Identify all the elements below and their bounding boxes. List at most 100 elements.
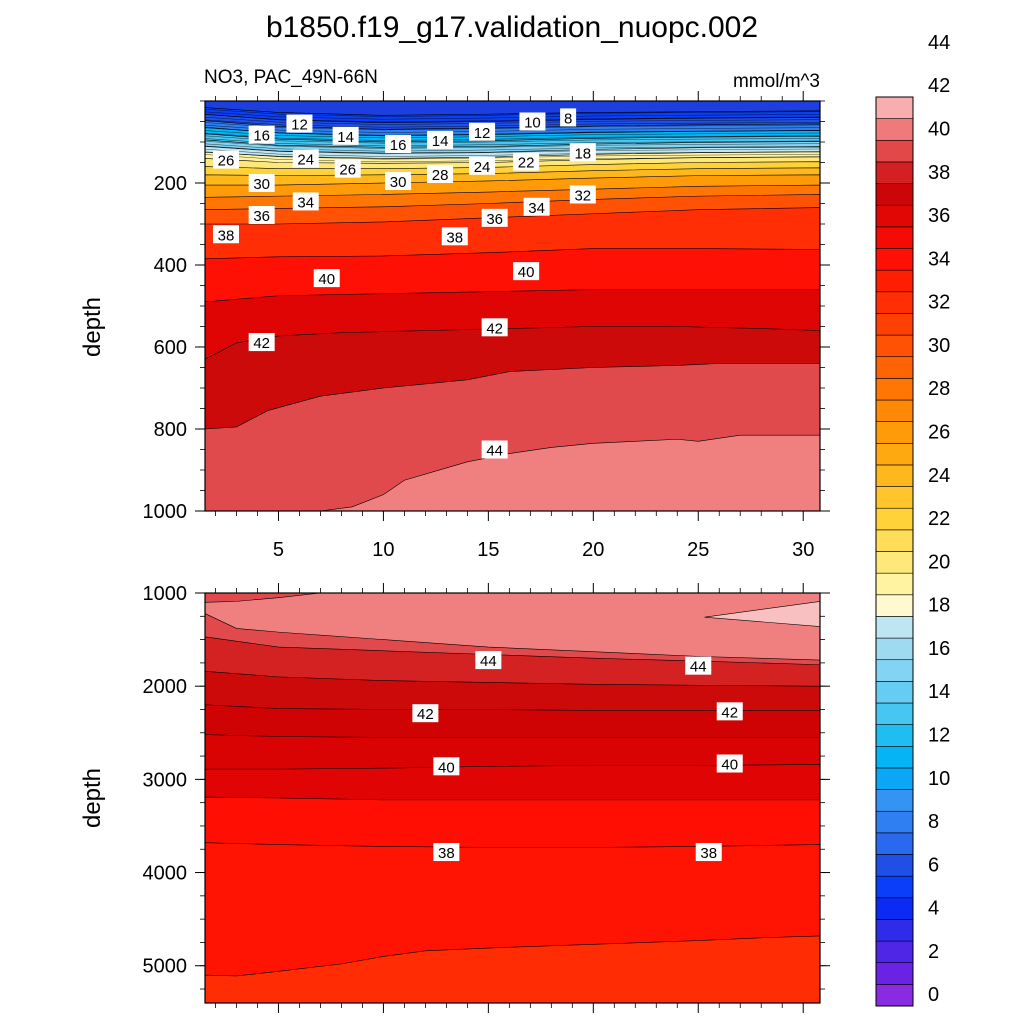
colorbar-label: 14 — [928, 681, 950, 703]
contour-label-box — [292, 149, 319, 168]
contour-label: 40 — [721, 757, 738, 774]
colorbar-swatch — [875, 139, 914, 163]
colorbar-label: 42 — [928, 75, 950, 97]
contour-label-box — [469, 122, 496, 141]
colorbar-label: 12 — [928, 724, 950, 746]
colorbar-frame — [875, 96, 914, 1007]
upper-panel: 12 14 16 14 12 10 8 16 26 24 26 30 28 24 22 18 30 34 32 34 3… — [79, 91, 830, 561]
contour-label: 32 — [574, 187, 591, 204]
contour-label-box — [433, 843, 460, 862]
contour-label: 38 — [218, 227, 235, 244]
colorbar-label: 32 — [928, 292, 950, 314]
colorbar-label: 36 — [928, 205, 950, 227]
contour-label: 14 — [337, 129, 354, 146]
contour-label-box — [212, 150, 239, 169]
contour-label-box — [716, 754, 743, 773]
y-axis-label: depth — [79, 297, 106, 357]
colorbar-label: 28 — [928, 378, 950, 400]
contour-label-box — [481, 318, 508, 337]
colorbar-swatch — [875, 269, 914, 293]
contour-label-box — [523, 197, 550, 216]
colorbar-swatch — [875, 442, 914, 466]
colorbar-swatch — [875, 248, 914, 271]
colorbar: 0246810121416182022242628303234363840424… — [875, 32, 950, 1007]
colorbar-label: 18 — [928, 595, 950, 617]
contour-band-top-wedge — [205, 593, 321, 603]
contour-band-max — [704, 601, 820, 627]
plot-frame — [204, 592, 821, 1004]
y-tick-label: 1000 — [143, 583, 188, 605]
contour-label: 16 — [253, 128, 270, 145]
colorbar-swatch — [875, 183, 914, 206]
colorbar-swatch — [875, 96, 914, 119]
y-tick-label: 400 — [154, 255, 187, 277]
colorbar-swatch — [875, 745, 914, 769]
contour-label-box — [560, 108, 577, 127]
colorbar-swatch — [875, 464, 914, 487]
y-tick-label: 600 — [154, 337, 187, 359]
colorbar-swatch — [875, 832, 914, 855]
contour-line — [205, 111, 820, 120]
contour-label: 42 — [417, 706, 434, 723]
x-tick-label: 20 — [582, 539, 604, 561]
colorbar-swatch — [875, 551, 914, 574]
colorbar-swatch — [875, 767, 914, 790]
contour-label-box — [433, 757, 460, 776]
y-tick-label: 3000 — [143, 769, 188, 791]
contour-label: 44 — [486, 443, 503, 460]
contour-label-box — [513, 152, 540, 171]
colorbar-swatch — [875, 291, 914, 314]
colorbar-swatch — [875, 161, 914, 184]
contour-label-box — [248, 174, 275, 192]
contour-label: 42 — [486, 320, 503, 337]
x-tick-label: 30 — [792, 539, 814, 561]
contour-label-box — [475, 651, 502, 670]
colorbar-label: 24 — [928, 465, 950, 487]
x-tick-label: 15 — [477, 539, 499, 561]
colorbar-label: 4 — [928, 898, 939, 920]
contour-label-box — [427, 164, 454, 183]
colorbar-swatch — [875, 507, 914, 531]
contour-label-box — [469, 156, 496, 175]
colorbar-swatch — [875, 204, 914, 228]
colorbar-swatch — [875, 984, 914, 1007]
colorbar-label: 22 — [928, 508, 950, 530]
contour-label-box — [292, 192, 319, 211]
colorbar-swatch — [875, 897, 914, 920]
colorbar-swatch — [875, 313, 914, 336]
contour-label: 30 — [390, 174, 407, 191]
colorbar-label: 16 — [928, 638, 950, 660]
contour-label: 40 — [318, 271, 335, 288]
contour-line — [205, 114, 820, 123]
contour-label-box — [286, 114, 313, 133]
y-tick-label: 1000 — [143, 501, 188, 523]
contour-label-box — [513, 262, 540, 281]
colorbar-swatch — [875, 789, 914, 812]
colorbar-label: 10 — [928, 768, 950, 790]
contour-label-box — [332, 126, 359, 145]
contour-line — [205, 138, 820, 147]
contour-label-box — [695, 843, 722, 862]
colorbar-swatch — [875, 919, 914, 942]
contour-label-box — [412, 704, 439, 723]
contour-label-box — [334, 159, 361, 178]
contour-line — [205, 141, 820, 149]
colorbar-swatch — [875, 378, 914, 401]
contour-label: 38 — [446, 229, 463, 246]
contour-label: 16 — [390, 137, 407, 154]
contour-label: 40 — [438, 759, 455, 776]
contour-label-box — [385, 171, 412, 190]
contour-label-box — [685, 656, 712, 675]
colorbar-label: 44 — [928, 32, 950, 54]
colorbar-label: 2 — [928, 941, 939, 963]
contour-label-box — [313, 269, 340, 288]
contour-label-box — [427, 130, 454, 149]
contour-line — [205, 109, 820, 117]
contour-label: 38 — [438, 845, 455, 862]
colorbar-swatch — [875, 572, 914, 596]
contour-label: 14 — [432, 133, 449, 150]
y-tick-label: 2000 — [143, 676, 188, 698]
contour-line — [205, 149, 820, 157]
colorbar-swatch — [875, 399, 914, 422]
